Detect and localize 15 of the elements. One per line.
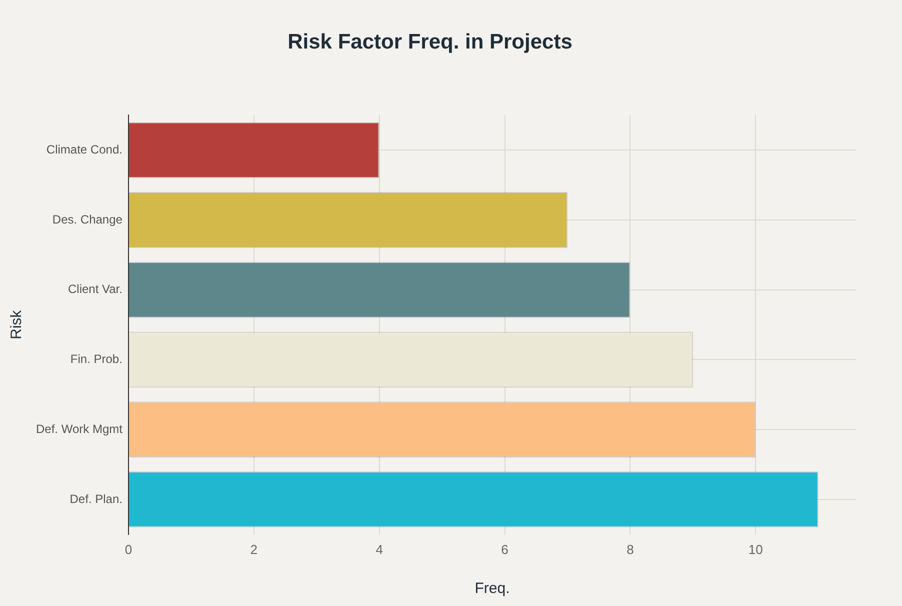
y-tick-label: Def. Plan. xyxy=(70,492,122,506)
y-tick-label: Des. Change xyxy=(52,212,123,226)
x-tick-label: 0 xyxy=(124,542,132,557)
x-tick-label: 6 xyxy=(501,542,508,557)
y-tick-label: Fin. Prob. xyxy=(70,352,122,366)
x-axis-title: Freq. xyxy=(474,580,510,598)
chart-title: Risk Factor Freq. in Projects xyxy=(288,30,572,54)
x-tick-label: 2 xyxy=(250,542,258,557)
x-tick-label: 8 xyxy=(626,542,634,557)
y-tick-label: Climate Cond. xyxy=(46,142,122,156)
y-tick-label: Def. Work Mgmt xyxy=(36,422,124,436)
y-tick-label: Client Var. xyxy=(68,282,122,296)
x-tick-label: 4 xyxy=(376,542,383,557)
x-tick-label: 10 xyxy=(748,542,763,557)
y-axis-title: Risk xyxy=(8,310,26,340)
